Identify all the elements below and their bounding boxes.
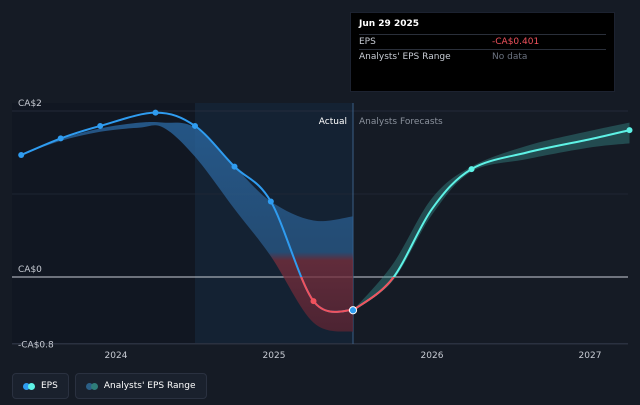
tooltip-row-range: Analysts' EPS Range No data bbox=[359, 49, 606, 64]
chart-legend: EPS Analysts' EPS Range bbox=[12, 373, 207, 399]
region-label-forecast: Analysts Forecasts bbox=[359, 117, 443, 127]
y-tick-label: CA$2 bbox=[18, 99, 42, 109]
eps-line-forecast bbox=[352, 129, 630, 312]
y-tick-label: CA$0 bbox=[18, 265, 42, 275]
eps-point-actual bbox=[310, 298, 317, 305]
x-tick-label: 2025 bbox=[263, 351, 286, 361]
eps-point-forecast bbox=[468, 166, 475, 173]
tooltip-eps-label: EPS bbox=[359, 37, 376, 47]
tooltip-date: Jun 29 2025 bbox=[359, 19, 420, 29]
legend-eps-label: EPS bbox=[41, 381, 58, 391]
range-band-actual bbox=[21, 121, 353, 332]
eps-line-actual-negative bbox=[300, 277, 354, 313]
eps-point-actual bbox=[152, 109, 159, 116]
tooltip-range-value: No data bbox=[492, 52, 528, 62]
eps-point-actual bbox=[348, 306, 358, 315]
range-band-forecast bbox=[353, 122, 630, 311]
x-tick-label: 2027 bbox=[579, 351, 602, 361]
eps-point-actual bbox=[267, 198, 274, 205]
eps-line-forecast-negative bbox=[352, 277, 395, 312]
eps-point-actual bbox=[192, 122, 198, 129]
eps-chart: CA$2 CA$0 -CA$0.8 2024 2025 2026 2027 Actual Ana… bbox=[12, 99, 633, 361]
tooltip-row-eps: EPS -CA$0.401 bbox=[359, 34, 606, 49]
x-tick-label: 2026 bbox=[421, 351, 444, 361]
legend-range-label: Analysts' EPS Range bbox=[103, 381, 196, 391]
eps-point-forecast bbox=[626, 127, 633, 134]
region-label-actual: Actual bbox=[319, 117, 347, 127]
legend-item-eps[interactable]: EPS bbox=[12, 373, 69, 399]
x-tick-label: 2024 bbox=[105, 351, 128, 361]
legend-item-range[interactable]: Analysts' EPS Range bbox=[74, 373, 207, 399]
y-tick-label: -CA$0.8 bbox=[18, 340, 54, 350]
eps-point-actual bbox=[18, 151, 25, 158]
eps-point-actual bbox=[97, 122, 104, 129]
eps-point-actual bbox=[57, 135, 64, 142]
eps-swatch-icon bbox=[23, 382, 35, 390]
eps-point-actual bbox=[231, 163, 238, 170]
tooltip-range-label: Analysts' EPS Range bbox=[359, 52, 451, 62]
range-swatch-icon bbox=[85, 382, 98, 390]
tooltip-eps-value: -CA$0.401 bbox=[492, 37, 540, 47]
eps-tooltip: Jun 29 2025 EPS -CA$0.401 Analysts' EPS … bbox=[350, 12, 615, 92]
